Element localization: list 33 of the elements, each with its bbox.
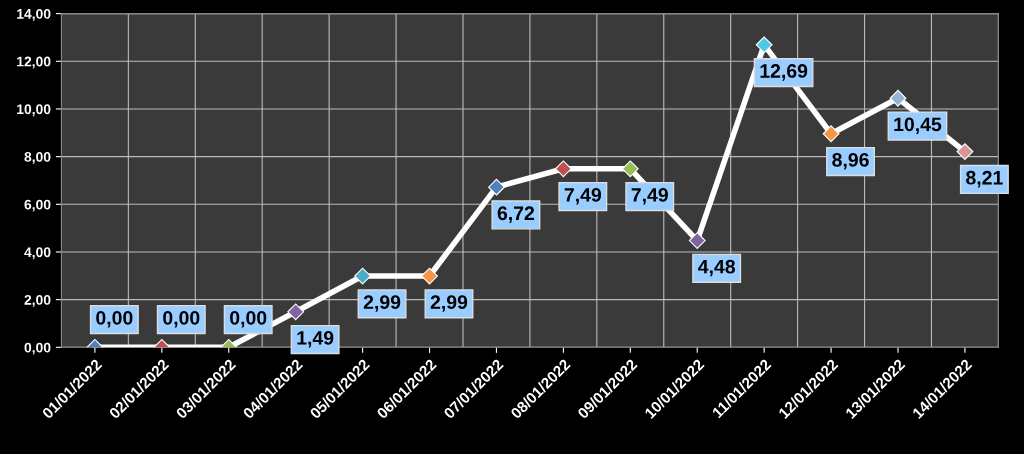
y-tick-label: 4,00 bbox=[24, 247, 51, 260]
point bbox=[822, 125, 840, 143]
point bbox=[488, 178, 505, 196]
data-label: 10,45 bbox=[894, 117, 942, 135]
y-tick-label: 8,00 bbox=[24, 151, 51, 164]
y-tick-label: 14,00 bbox=[17, 8, 51, 21]
data-label: 0,00 bbox=[163, 310, 200, 328]
data-label: 8,21 bbox=[966, 170, 1003, 188]
point bbox=[287, 303, 305, 321]
y-tick-label: 0,00 bbox=[24, 342, 51, 355]
data-label: 8,96 bbox=[832, 152, 869, 170]
data-label: 0,00 bbox=[96, 310, 133, 328]
data-label: 7,49 bbox=[631, 188, 668, 205]
data-label: 2,99 bbox=[363, 295, 401, 312]
point bbox=[554, 160, 572, 178]
y-tick-label: 10,00 bbox=[17, 104, 51, 117]
data-label: 0,00 bbox=[230, 310, 267, 328]
point bbox=[421, 267, 438, 285]
point bbox=[889, 89, 907, 107]
point bbox=[354, 267, 372, 285]
data-label: 6,72 bbox=[497, 206, 535, 223]
data-label: 4,48 bbox=[698, 259, 736, 277]
data-label: 12,69 bbox=[760, 64, 808, 81]
data-label: 2,99 bbox=[430, 295, 468, 312]
point bbox=[688, 232, 706, 249]
y-tick-label: 6,00 bbox=[24, 199, 51, 212]
point bbox=[621, 160, 639, 178]
point bbox=[956, 143, 974, 161]
point bbox=[755, 36, 773, 54]
y-tick-label: 2,00 bbox=[24, 294, 51, 307]
y-tick-label: 12,00 bbox=[17, 56, 51, 69]
data-label: 1,49 bbox=[297, 331, 334, 348]
data-label: 7,49 bbox=[564, 188, 602, 205]
